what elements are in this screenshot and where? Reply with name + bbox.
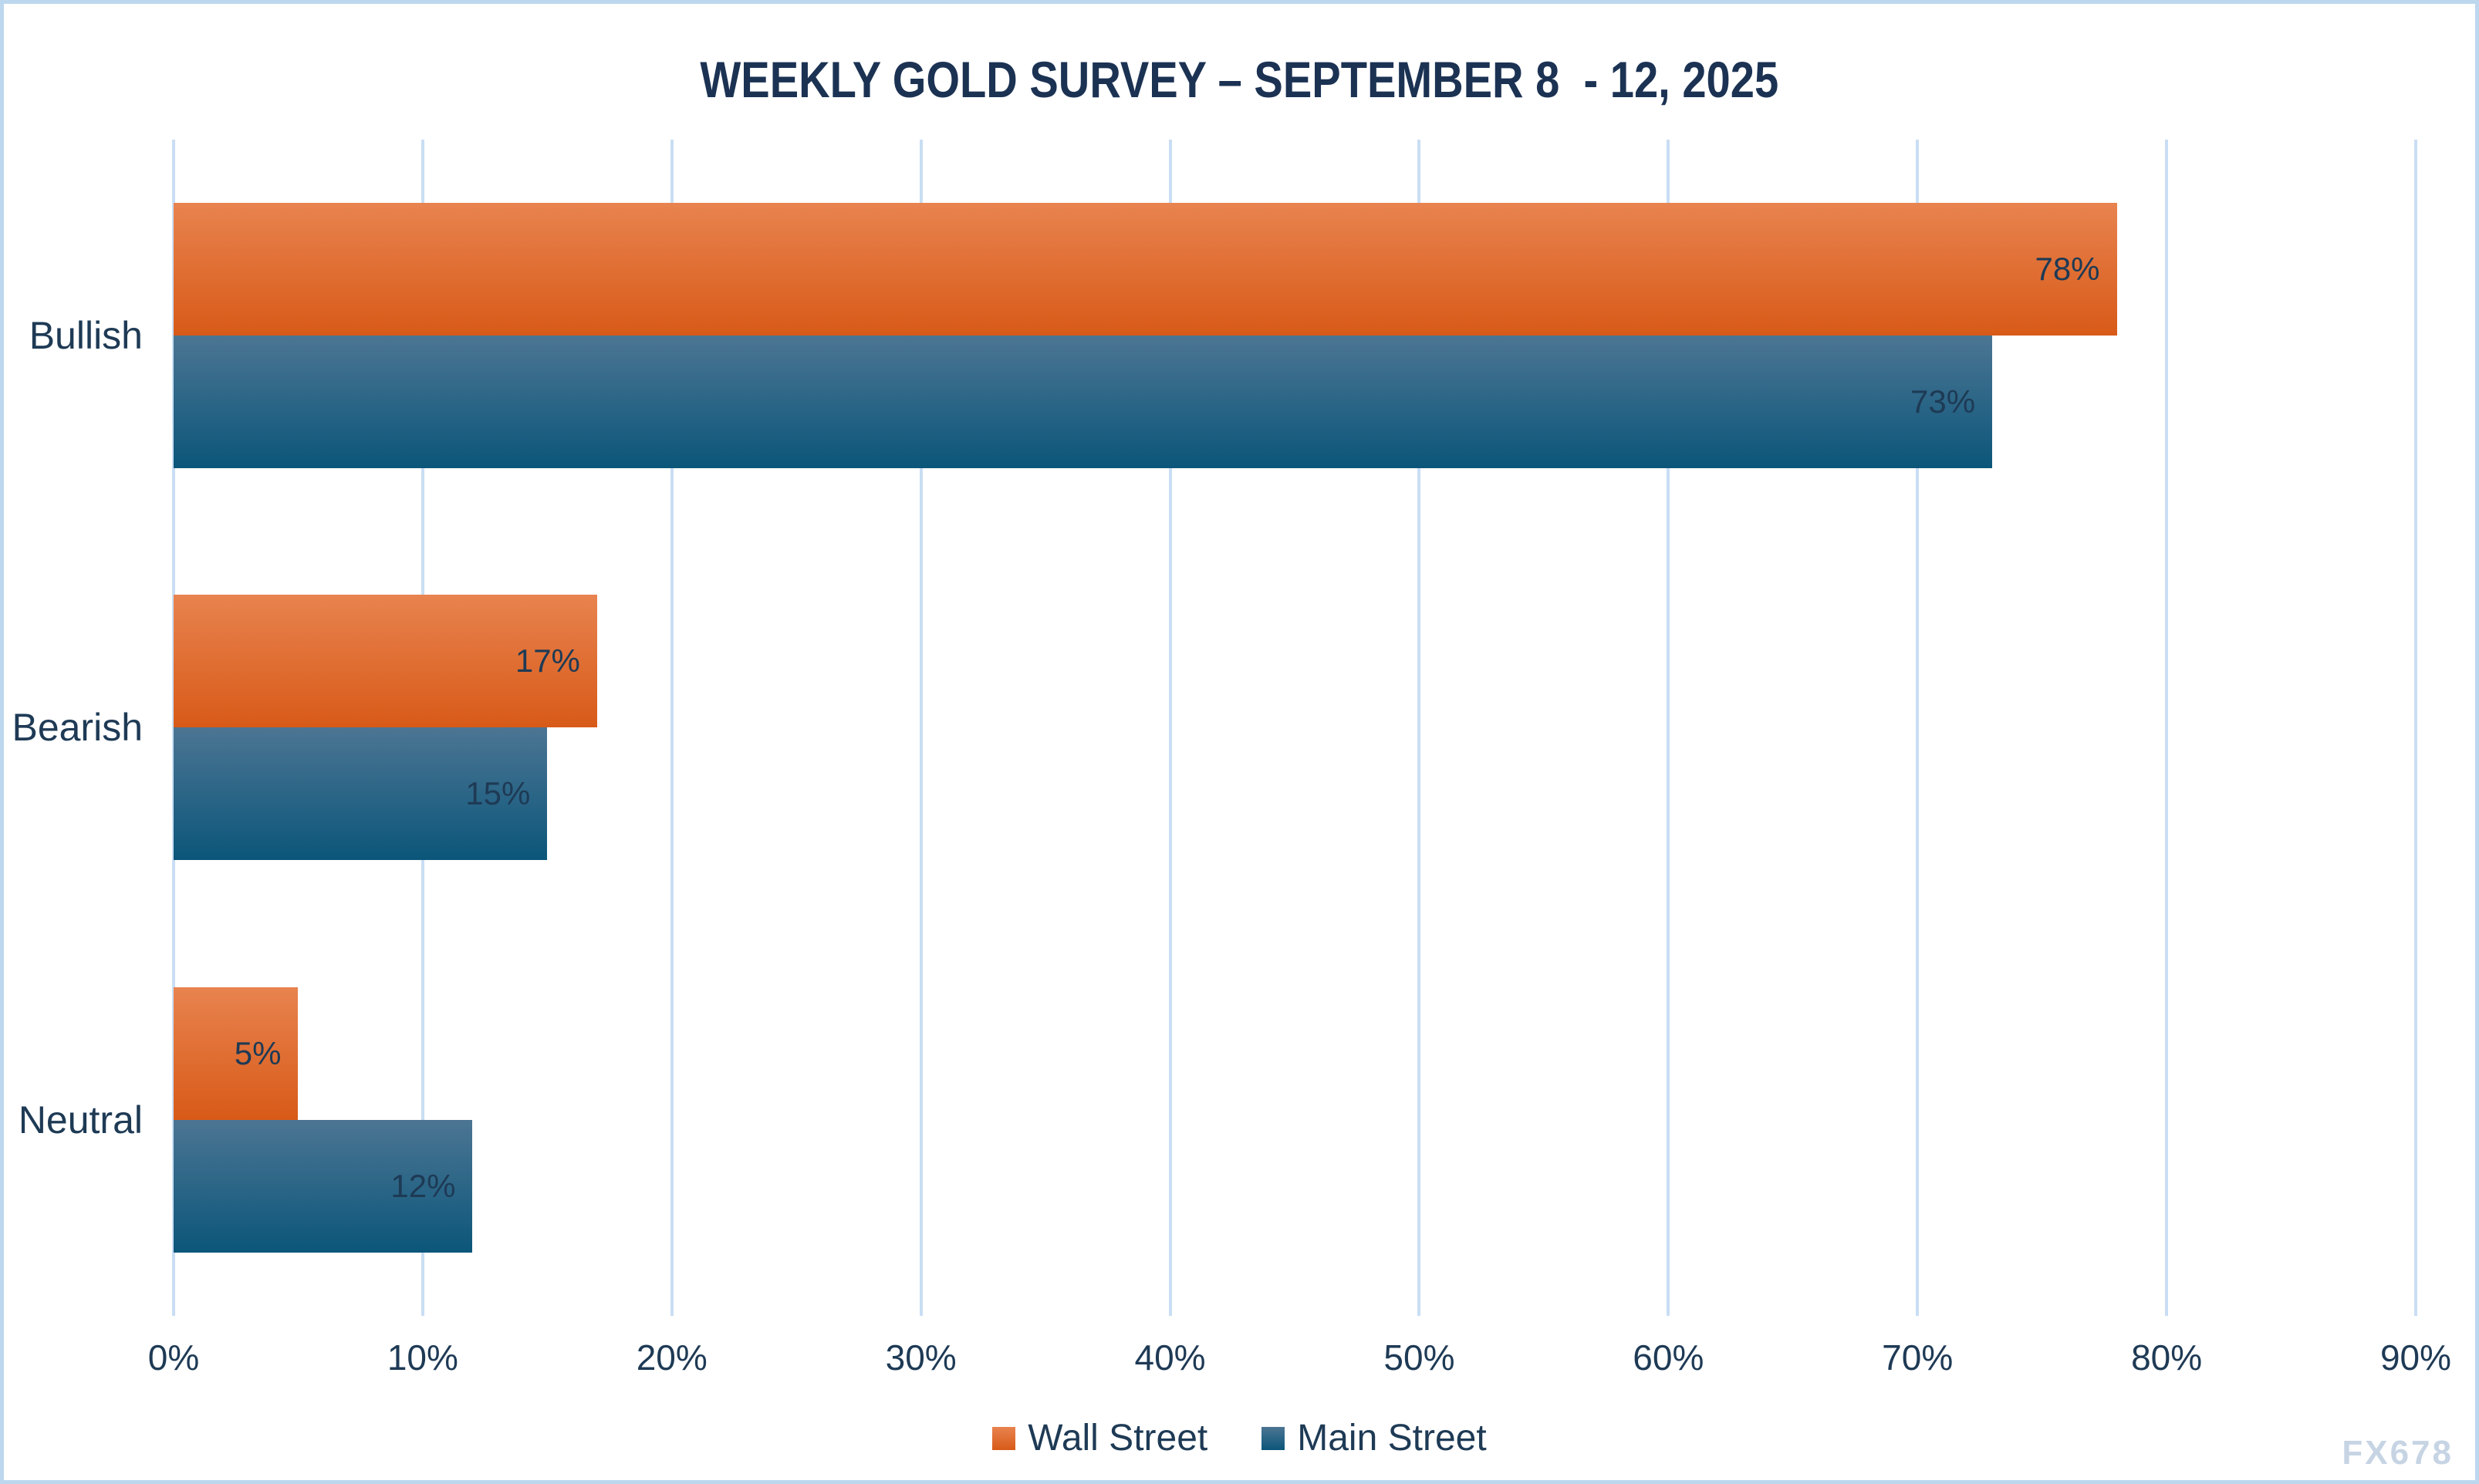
- legend-label: Main Street: [1297, 1418, 1487, 1459]
- gridline-90: [2414, 140, 2417, 1316]
- category-label-neutral: Neutral: [18, 1098, 143, 1142]
- value-axis: 0% 10% 20% 30% 40% 50% 60% 70% 80% 90%: [148, 1337, 2451, 1383]
- bar-value-label: 73%: [1910, 383, 1976, 420]
- bar-value-label: 17%: [515, 643, 580, 680]
- category-row-neutral: 5% 12%: [174, 924, 2416, 1316]
- bar-wall-street-bearish: 17%: [174, 595, 597, 728]
- bars-layer: 78% 73% 17% 15% 5% 12%: [174, 140, 2416, 1316]
- bar-main-street-bearish: 15%: [174, 727, 548, 861]
- chart-title: WEEKLY GOLD SURVEY – SEPTEMBER 8 - 12, 2…: [700, 51, 1779, 108]
- gridline-80: [2165, 140, 2169, 1316]
- x-tick-label-40: 40%: [1134, 1337, 1206, 1378]
- gridline-30: [919, 140, 923, 1316]
- category-label-bullish: Bullish: [29, 314, 143, 358]
- gridline-50: [1417, 140, 1421, 1316]
- bar-wall-street-neutral: 5%: [174, 987, 299, 1120]
- category-row-bearish: 17% 15%: [174, 531, 2416, 923]
- legend-swatch-icon: [992, 1426, 1016, 1450]
- title-container: WEEKLY GOLD SURVEY – SEPTEMBER 8 - 12, 2…: [4, 50, 2475, 109]
- x-tick-label-30: 30%: [885, 1337, 957, 1378]
- category-row-bullish: 78% 73%: [174, 140, 2416, 531]
- plot-area: 78% 73% 17% 15% 5% 12%: [172, 140, 2417, 1316]
- bar-value-label: 5%: [234, 1034, 282, 1071]
- bar-main-street-bullish: 73%: [174, 336, 1993, 469]
- gridline-20: [670, 140, 674, 1316]
- category-label-bearish: Bearish: [12, 706, 143, 750]
- bar-main-street-neutral: 12%: [174, 1119, 473, 1253]
- bar-wall-street-bullish: 78%: [174, 203, 2117, 336]
- legend-item-main-street: Main Street: [1261, 1417, 1487, 1459]
- x-tick-label-80: 80%: [2131, 1337, 2203, 1378]
- legend-swatch-icon: [1261, 1426, 1285, 1450]
- bar-value-label: 12%: [390, 1167, 456, 1204]
- legend-label: Wall Street: [1028, 1418, 1208, 1459]
- x-tick-label-70: 70%: [1882, 1337, 1954, 1378]
- x-tick-label-10: 10%: [387, 1337, 458, 1378]
- x-tick-label-90: 90%: [2379, 1337, 2452, 1378]
- legend-item-wall-street: Wall Street: [992, 1417, 1207, 1459]
- x-tick-label-20: 20%: [636, 1337, 708, 1378]
- legend: Wall Street Main Street: [4, 1417, 2475, 1459]
- bar-value-label: 15%: [465, 775, 531, 812]
- x-tick-label-0: 0%: [147, 1337, 200, 1378]
- bar-value-label: 78%: [2035, 251, 2100, 288]
- gridline-60: [1667, 140, 1670, 1316]
- x-tick-label-60: 60%: [1633, 1337, 1704, 1378]
- gridline-70: [1916, 140, 1920, 1316]
- x-tick-label-50: 50%: [1383, 1337, 1455, 1378]
- watermark: FX678: [2342, 1434, 2454, 1472]
- category-axis: Bullish Bearish Neutral: [4, 140, 147, 1316]
- gridline-40: [1168, 140, 1172, 1316]
